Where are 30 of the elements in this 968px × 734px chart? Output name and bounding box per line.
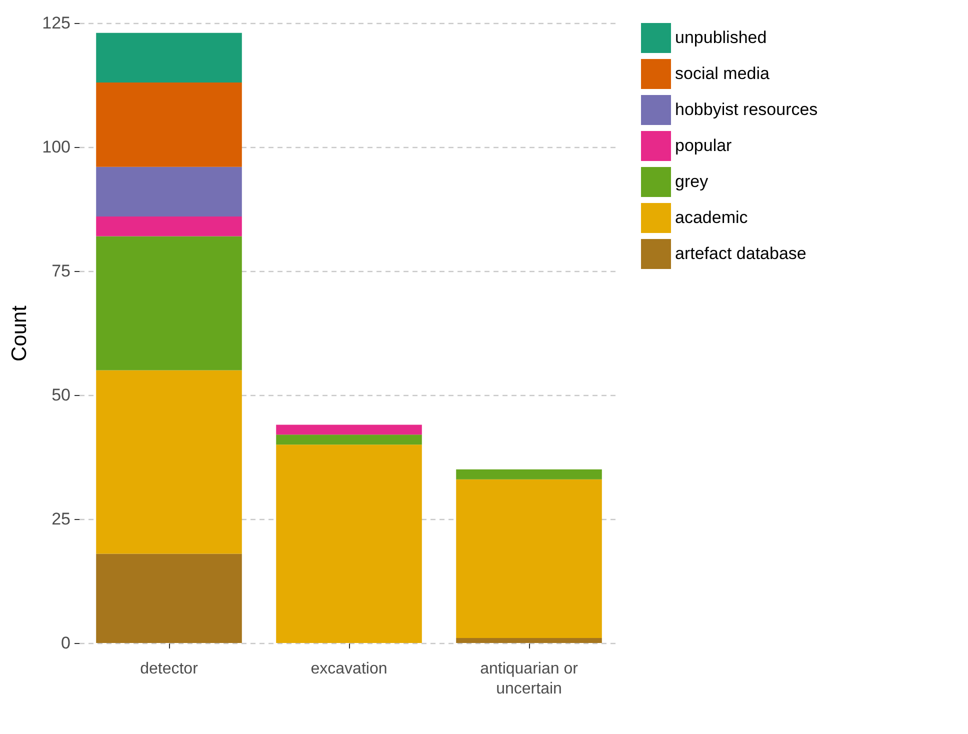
bar bbox=[456, 469, 602, 480]
bar bbox=[456, 479, 602, 638]
bar bbox=[96, 166, 242, 216]
bar bbox=[96, 236, 242, 370]
y-tick-label: 25 bbox=[52, 510, 70, 528]
y-tick-label: 125 bbox=[42, 14, 70, 32]
y-tick-label: 75 bbox=[52, 262, 70, 280]
legend-label: artefact database bbox=[675, 244, 806, 263]
x-tick-label: antiquarian or uncertain bbox=[480, 660, 579, 698]
legend-label: popular bbox=[675, 136, 732, 155]
bar bbox=[96, 32, 242, 83]
legend-label: grey bbox=[675, 172, 709, 191]
bar bbox=[276, 424, 422, 435]
bar bbox=[456, 638, 602, 643]
bar bbox=[96, 370, 242, 554]
bar bbox=[96, 216, 242, 236]
y-tick-label: 50 bbox=[52, 386, 70, 404]
x-tick-label: excavation bbox=[310, 660, 388, 678]
legend-label: social media bbox=[675, 64, 770, 83]
legend-label: hobbyist resources bbox=[675, 100, 818, 119]
bar bbox=[276, 444, 422, 643]
x-tick-label: detector bbox=[140, 660, 199, 678]
legend-label: academic bbox=[675, 208, 748, 227]
bar bbox=[96, 554, 242, 643]
legend-label: unpublished bbox=[675, 28, 767, 47]
y-tick-label: 100 bbox=[42, 138, 70, 156]
bar bbox=[276, 434, 422, 445]
bar bbox=[96, 82, 242, 167]
y-tick-label: 0 bbox=[61, 634, 70, 652]
y-axis-title: Count bbox=[8, 305, 32, 362]
